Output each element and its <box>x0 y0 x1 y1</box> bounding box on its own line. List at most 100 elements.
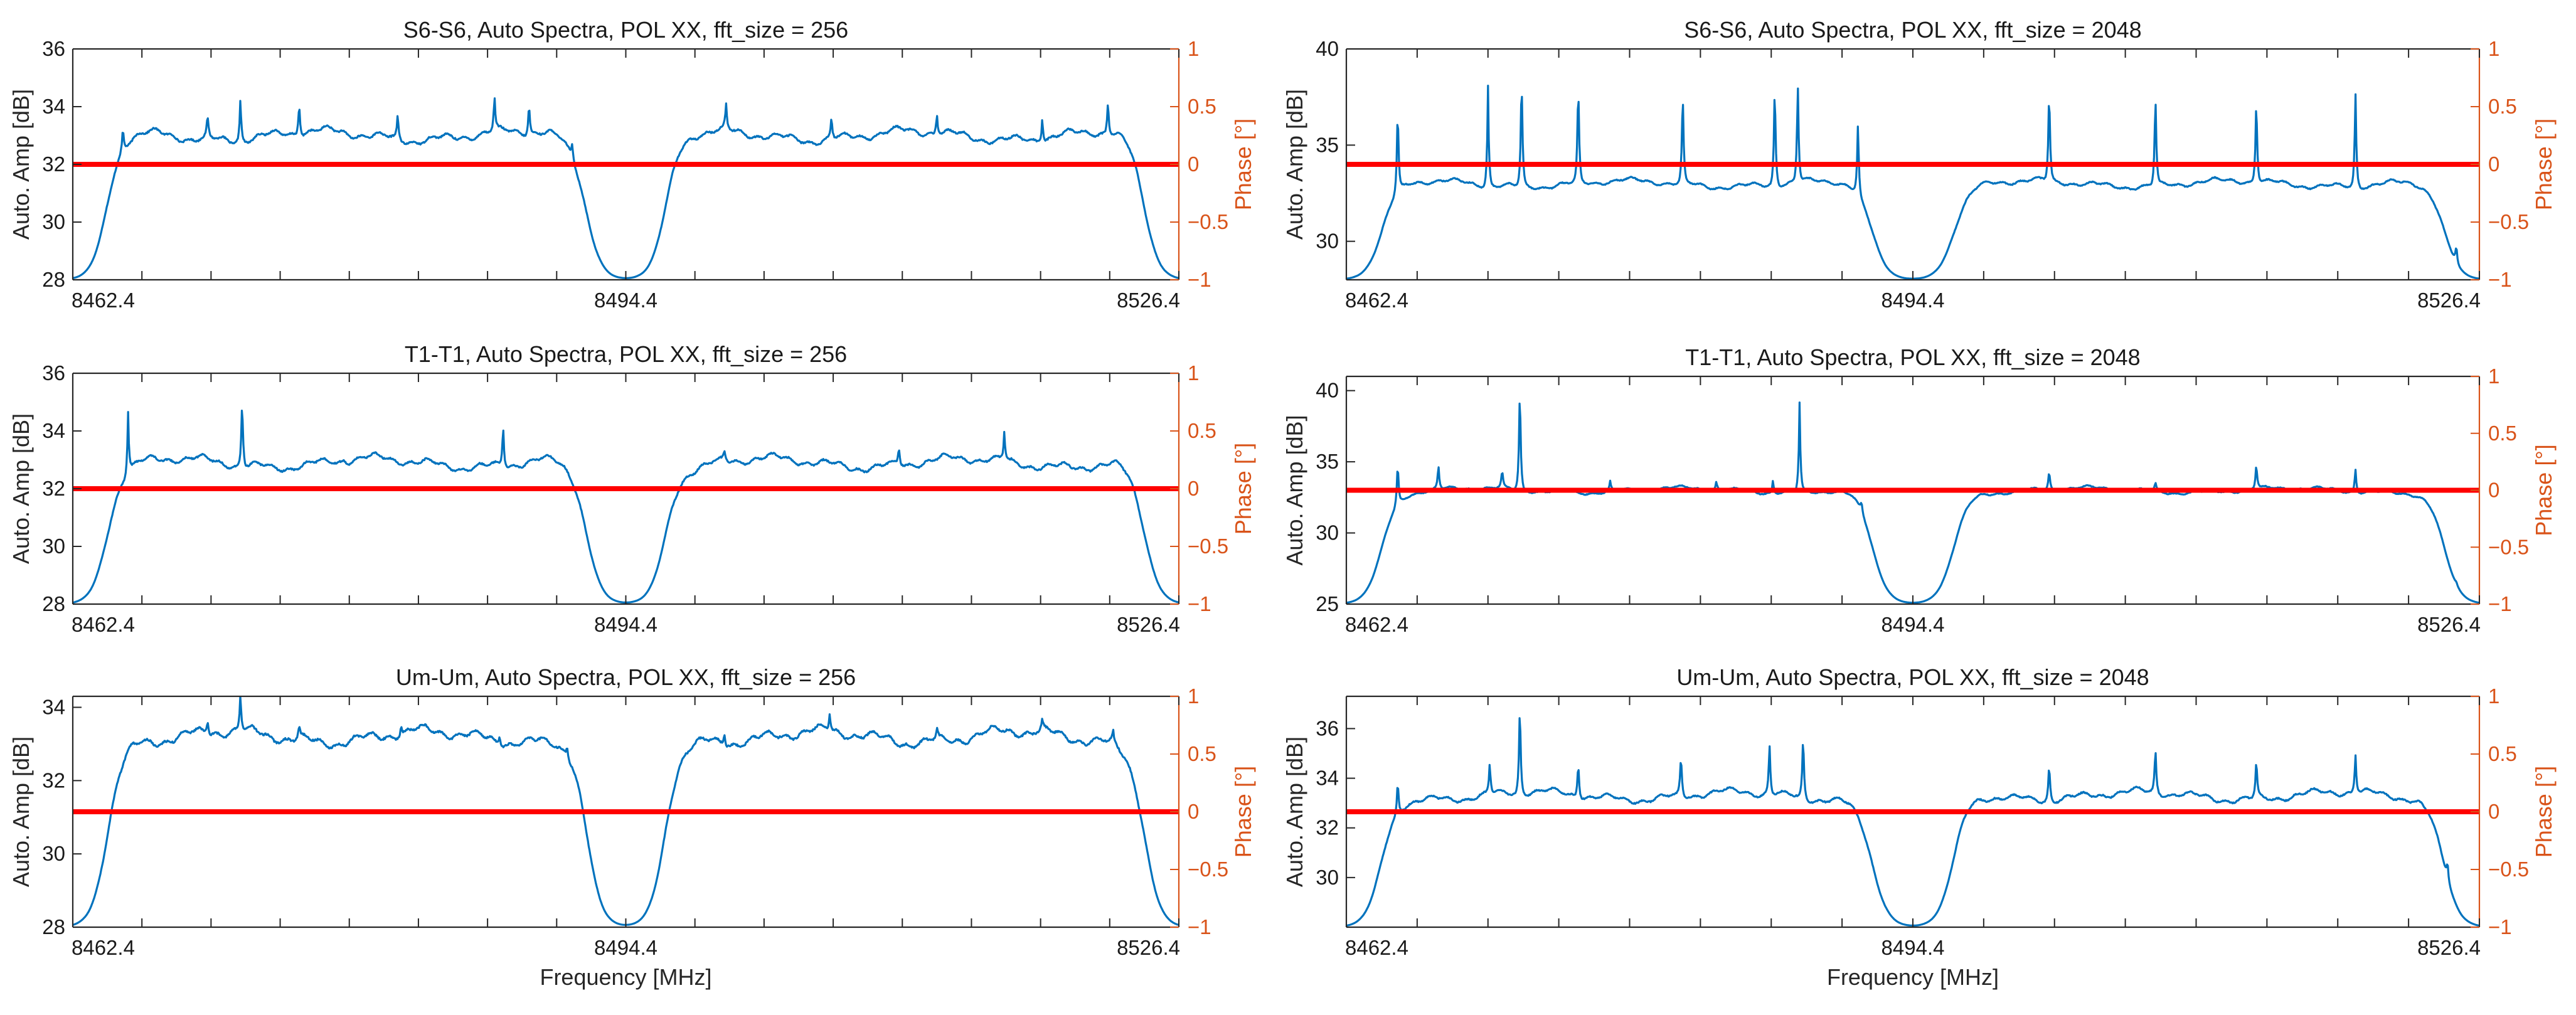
chart-panel-3: T1-T1, Auto Spectra, POL XX, fft_size = … <box>8 341 1256 636</box>
y2-tick-label: 0.5 <box>2488 95 2517 118</box>
y-tick-label: 34 <box>1316 767 1339 790</box>
y2-tick-label: −1 <box>2488 268 2512 291</box>
y-tick-label: 36 <box>1316 716 1339 740</box>
y2-tick-label: 1 <box>2488 364 2499 388</box>
chart-panel-2: S6-S6, Auto Spectra, POL XX, fft_size = … <box>1282 17 2557 312</box>
x-tick-label: 8526.4 <box>1117 613 1180 636</box>
y-tick-label: 30 <box>1316 866 1339 889</box>
y-axis-label: Auto. Amp [dB] <box>8 736 34 887</box>
y2-axis-label: Phase [°] <box>1230 443 1256 534</box>
y2-tick-label: −1 <box>2488 592 2512 615</box>
y2-tick-label: 1 <box>1188 684 1199 708</box>
y-tick-label: 32 <box>1316 816 1339 839</box>
x-tick-label: 8494.4 <box>594 289 657 312</box>
chart-title: Um-Um, Auto Spectra, POL XX, fft_size = … <box>396 664 856 690</box>
y2-tick-label: −0.5 <box>1188 210 1228 233</box>
y-tick-label: 35 <box>1316 450 1339 473</box>
y2-tick-label: 1 <box>2488 684 2499 708</box>
y-axis-label: Auto. Amp [dB] <box>8 89 34 240</box>
y-tick-label: 40 <box>1316 379 1339 402</box>
y-tick-label: 40 <box>1316 37 1339 60</box>
y-tick-label: 28 <box>42 592 65 615</box>
y2-axis-label: Phase [°] <box>1230 766 1256 858</box>
y-axis-label: Auto. Amp [dB] <box>8 413 34 564</box>
y-tick-label: 30 <box>1316 521 1339 545</box>
x-axis-label: Frequency [MHz] <box>540 964 711 990</box>
y-tick-label: 34 <box>42 696 65 719</box>
x-tick-label: 8526.4 <box>2417 936 2481 959</box>
y2-tick-label: 0.5 <box>1188 419 1216 442</box>
y2-tick-label: −0.5 <box>2488 210 2529 233</box>
y2-tick-label: −0.5 <box>2488 858 2529 881</box>
chart-title: Um-Um, Auto Spectra, POL XX, fft_size = … <box>1676 664 2149 690</box>
y2-tick-label: 0 <box>2488 800 2499 823</box>
y2-tick-label: −1 <box>2488 915 2512 938</box>
x-axis-label: Frequency [MHz] <box>1827 964 1999 990</box>
y-tick-label: 28 <box>42 268 65 291</box>
x-tick-label: 8526.4 <box>1117 289 1180 312</box>
y2-axis-label: Phase [°] <box>2531 444 2557 536</box>
x-tick-label: 8526.4 <box>2417 613 2481 636</box>
chart-title: S6-S6, Auto Spectra, POL XX, fft_size = … <box>403 17 848 43</box>
chart-title: S6-S6, Auto Spectra, POL XX, fft_size = … <box>1684 17 2141 43</box>
y2-tick-label: −0.5 <box>1188 534 1228 558</box>
y2-tick-label: 0 <box>2488 152 2499 176</box>
y2-tick-label: −0.5 <box>2488 535 2529 558</box>
x-tick-label: 8462.4 <box>72 289 135 312</box>
y2-axis-label: Phase [°] <box>1230 119 1256 210</box>
chart-panel-5: Um-Um, Auto Spectra, POL XX, fft_size = … <box>8 664 1256 990</box>
y2-tick-label: 0.5 <box>2488 422 2517 445</box>
y2-tick-label: 0.5 <box>1188 742 1216 765</box>
y-tick-label: 34 <box>42 419 65 442</box>
y2-tick-label: 1 <box>1188 361 1199 385</box>
x-tick-label: 8494.4 <box>1881 613 1945 636</box>
x-tick-label: 8494.4 <box>594 613 657 636</box>
x-tick-label: 8462.4 <box>1345 936 1408 959</box>
y-tick-label: 25 <box>1316 592 1339 615</box>
y-tick-label: 30 <box>42 534 65 558</box>
x-tick-label: 8462.4 <box>72 613 135 636</box>
chart-panel-4: T1-T1, Auto Spectra, POL XX, fft_size = … <box>1282 344 2557 636</box>
chart-panel-6: Um-Um, Auto Spectra, POL XX, fft_size = … <box>1282 664 2557 990</box>
y2-tick-label: −1 <box>1188 592 1211 615</box>
y-tick-label: 35 <box>1316 133 1339 156</box>
y2-tick-label: 1 <box>1188 37 1199 60</box>
y-axis-label: Auto. Amp [dB] <box>1282 415 1307 565</box>
y-tick-label: 34 <box>42 95 65 118</box>
x-tick-label: 8462.4 <box>1345 289 1408 312</box>
y2-axis-label: Phase [°] <box>2531 119 2557 210</box>
x-tick-label: 8494.4 <box>594 936 657 959</box>
x-tick-label: 8526.4 <box>2417 289 2481 312</box>
y-tick-label: 30 <box>42 210 65 233</box>
y-tick-label: 32 <box>42 477 65 500</box>
y2-tick-label: −0.5 <box>1188 858 1228 881</box>
y2-tick-label: 0 <box>1188 152 1199 176</box>
y-tick-label: 32 <box>42 152 65 176</box>
y2-tick-label: 0.5 <box>1188 95 1216 118</box>
y2-tick-label: 1 <box>2488 37 2499 60</box>
x-tick-label: 8494.4 <box>1881 289 1945 312</box>
chart-title: T1-T1, Auto Spectra, POL XX, fft_size = … <box>1685 344 2140 370</box>
y2-tick-label: 0 <box>1188 800 1199 823</box>
chart-title: T1-T1, Auto Spectra, POL XX, fft_size = … <box>405 341 847 367</box>
y2-axis-label: Phase [°] <box>2531 766 2557 858</box>
y-tick-label: 28 <box>42 915 65 938</box>
x-tick-label: 8494.4 <box>1881 936 1945 959</box>
y-tick-label: 36 <box>42 37 65 60</box>
y-tick-label: 32 <box>42 768 65 792</box>
x-tick-label: 8526.4 <box>1117 936 1180 959</box>
y2-tick-label: 0 <box>1188 477 1199 500</box>
y-axis-label: Auto. Amp [dB] <box>1282 736 1307 887</box>
x-tick-label: 8462.4 <box>1345 613 1408 636</box>
y-tick-label: 30 <box>1316 230 1339 253</box>
y-tick-label: 30 <box>42 842 65 865</box>
y2-tick-label: 0 <box>2488 479 2499 502</box>
x-tick-label: 8462.4 <box>72 936 135 959</box>
y-axis-label: Auto. Amp [dB] <box>1282 89 1307 240</box>
y2-tick-label: 0.5 <box>2488 742 2517 765</box>
chart-panel-1: S6-S6, Auto Spectra, POL XX, fft_size = … <box>8 17 1256 312</box>
y-tick-label: 36 <box>42 361 65 385</box>
y2-tick-label: −1 <box>1188 915 1211 938</box>
